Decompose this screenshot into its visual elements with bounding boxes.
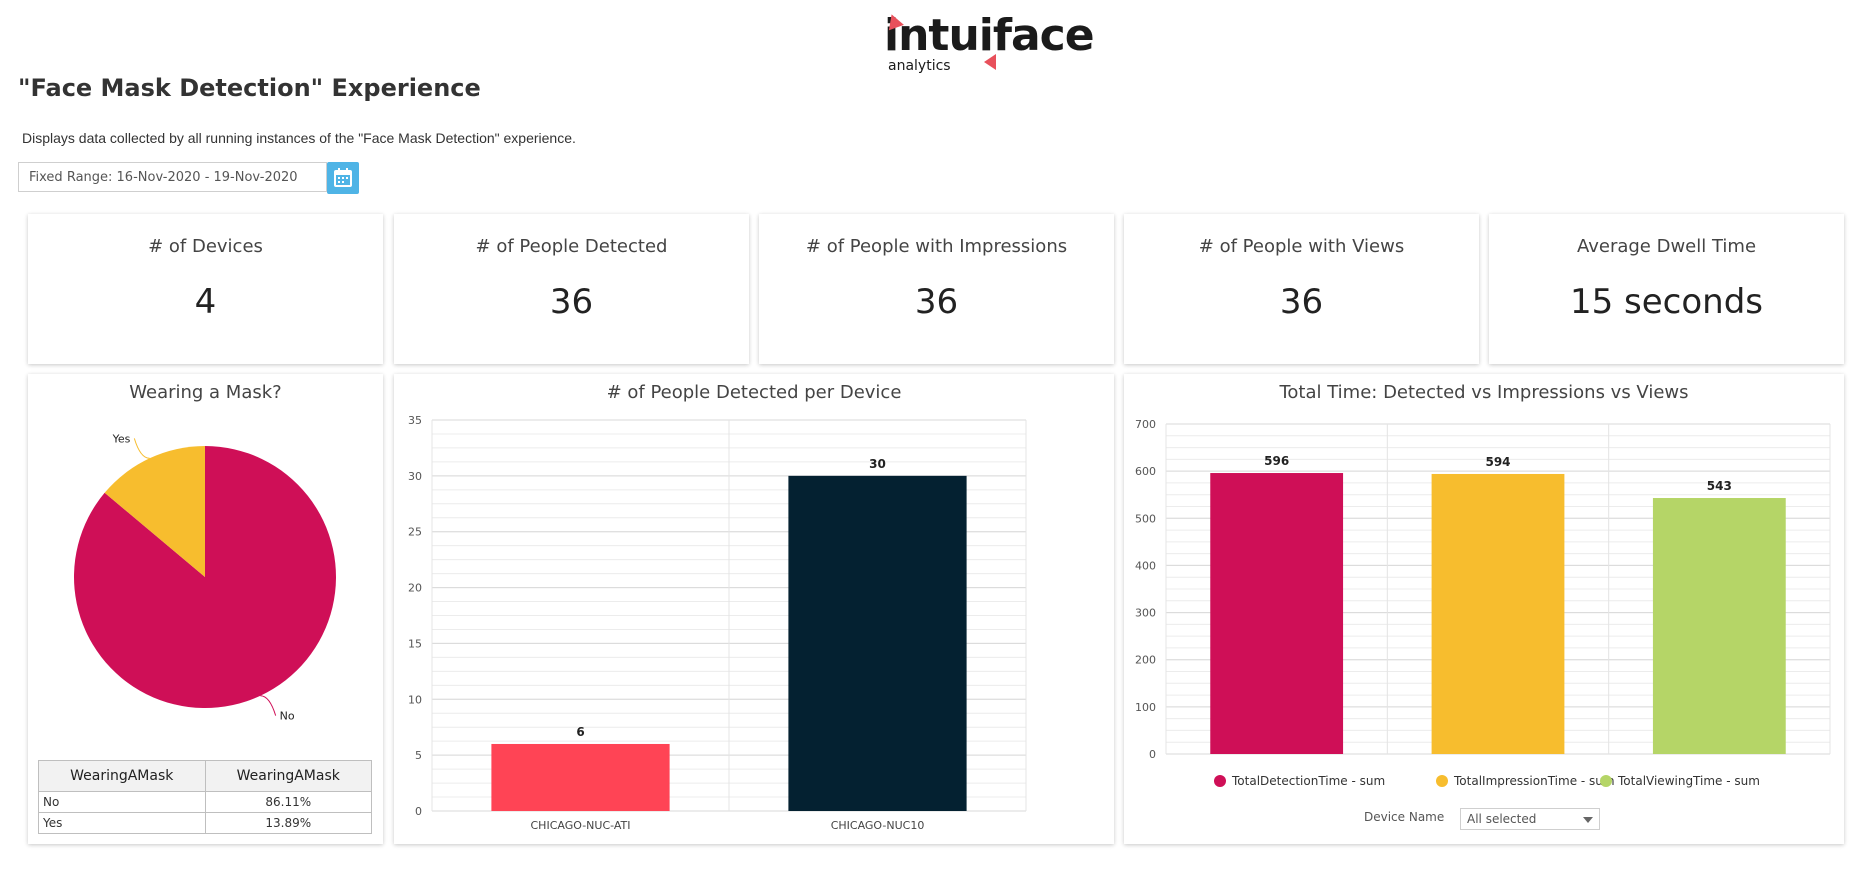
pie-slice-no	[74, 446, 337, 708]
data-label: 594	[1485, 455, 1510, 469]
pie-leader-line	[260, 695, 277, 716]
y-tick-label: 400	[1135, 559, 1156, 572]
legend-marker	[1436, 775, 1448, 787]
kpi-value: 36	[1279, 282, 1324, 322]
calendar-icon	[334, 168, 352, 187]
logo-subtitle: analytics	[888, 58, 951, 74]
y-tick-label: 0	[415, 805, 422, 818]
kpi-title: # of People Detected	[475, 236, 668, 257]
table-row: No 86.11%	[38, 791, 372, 813]
kpi-title: # of Devices	[148, 236, 263, 257]
table-row: Yes 13.89%	[38, 812, 372, 834]
kpi-value: 36	[914, 282, 959, 322]
kpi-title: # of People with Impressions	[805, 236, 1068, 257]
kpi-title: # of People with Views	[1198, 236, 1405, 257]
bar	[1210, 473, 1344, 754]
y-tick-label: 5	[415, 749, 422, 762]
table-cell: 86.11%	[204, 791, 372, 813]
mask-table: WearingAMask WearingAMask No 86.11% Yes …	[38, 760, 372, 834]
bar	[1431, 473, 1565, 754]
y-tick-label: 0	[1149, 748, 1156, 761]
legend-item[interactable]: TotalDetectionTime - sum	[1214, 774, 1385, 788]
legend-marker	[1600, 775, 1612, 787]
data-label: 30	[869, 457, 886, 471]
table-header: WearingAMask	[38, 760, 206, 792]
panel-title: Wearing a Mask?	[129, 382, 282, 403]
y-tick-label: 200	[1135, 654, 1156, 667]
table-header: WearingAMask	[204, 760, 372, 792]
chevron-down-icon	[1583, 817, 1593, 823]
x-tick-label: CHICAGO-NUC10	[831, 819, 925, 832]
table-header-row: WearingAMask WearingAMask	[38, 760, 372, 792]
device-panel: # of People Detected per Device 0 5 10 15 20…	[394, 374, 1114, 844]
kpi-card-people-detected: # of People Detected 36	[394, 214, 749, 364]
pie-label: Yes	[112, 432, 131, 445]
y-tick-label: 20	[408, 582, 422, 595]
y-tick-label: 30	[408, 470, 422, 483]
intuiface-logo: intuiface analytics	[880, 10, 1100, 75]
logo-accent-triangle	[984, 54, 996, 70]
kpi-card-average-dwell-time: Average Dwell Time 15 seconds	[1489, 214, 1844, 364]
table-cell: 13.89%	[204, 812, 372, 834]
panel-title: Total Time: Detected vs Impressions vs V…	[1279, 382, 1689, 403]
device-name-select[interactable]: All selected	[1460, 808, 1600, 830]
y-tick-label: 25	[408, 526, 422, 539]
bar	[1652, 498, 1786, 754]
time-bar-chart: 0 100 200 300 400 500 600 700 596 594 543	[1135, 418, 1831, 761]
kpi-value: 15 seconds	[1569, 282, 1764, 322]
date-range-input[interactable]: Fixed Range: 16-Nov-2020 - 19-Nov-2020	[18, 162, 327, 192]
y-tick-label: 35	[408, 414, 422, 427]
legend-marker	[1214, 775, 1226, 787]
device-filter-label: Device Name	[1364, 810, 1445, 824]
device-bar-chart: 0 5 10 15 20 25 30 35 6 CHICAGO-NUC-ATI 30 CHICAGO-…	[408, 414, 1027, 832]
y-tick-label: 100	[1135, 701, 1156, 714]
data-label: 543	[1707, 479, 1732, 493]
bar	[491, 743, 670, 811]
data-label: 596	[1264, 454, 1289, 468]
panel-title: # of People Detected per Device	[606, 382, 902, 403]
device-select-value: All selected	[1467, 812, 1537, 826]
calendar-button[interactable]	[327, 162, 359, 194]
mask-pie-chart: No Yes	[74, 432, 337, 723]
kpi-card-devices: # of Devices 4	[28, 214, 383, 364]
table-cell: Yes	[38, 812, 206, 834]
kpi-card-people-views: # of People with Views 36	[1124, 214, 1479, 364]
legend-label: TotalViewingTime - sum	[1618, 774, 1760, 788]
kpi-value: 36	[549, 282, 594, 322]
bar	[788, 475, 967, 811]
logo-wordmark: intuiface	[884, 10, 1095, 61]
y-tick-label: 15	[408, 637, 422, 650]
mask-panel: Wearing a Mask? No Yes WearingAMask Weari…	[28, 374, 383, 844]
y-tick-label: 300	[1135, 607, 1156, 620]
data-label: 6	[576, 725, 584, 739]
kpi-card-people-impressions: # of People with Impressions 36	[759, 214, 1114, 364]
x-tick-label: CHICAGO-NUC-ATI	[531, 819, 631, 832]
kpi-value: 4	[194, 282, 217, 322]
chart-legend: TotalDetectionTime - sum TotalImpressionT…	[1124, 774, 1844, 794]
page-description: Displays data collected by all running i…	[22, 130, 576, 146]
pie-leader-line	[133, 438, 150, 459]
legend-item[interactable]: TotalImpressionTime - sum	[1436, 774, 1615, 788]
y-tick-label: 700	[1135, 418, 1156, 431]
y-tick-label: 10	[408, 693, 422, 706]
page-title: "Face Mask Detection" Experience	[18, 74, 481, 102]
legend-item[interactable]: TotalViewingTime - sum	[1600, 774, 1760, 788]
y-tick-label: 500	[1135, 512, 1156, 525]
y-tick-label: 600	[1135, 465, 1156, 478]
legend-label: TotalImpressionTime - sum	[1454, 774, 1615, 788]
kpi-title: Average Dwell Time	[1576, 236, 1757, 257]
table-cell: No	[38, 791, 206, 813]
time-panel: Total Time: Detected vs Impressions vs V…	[1124, 374, 1844, 844]
pie-slice-yes	[104, 446, 205, 577]
pie-label: No	[280, 710, 295, 723]
legend-label: TotalDetectionTime - sum	[1232, 774, 1386, 788]
